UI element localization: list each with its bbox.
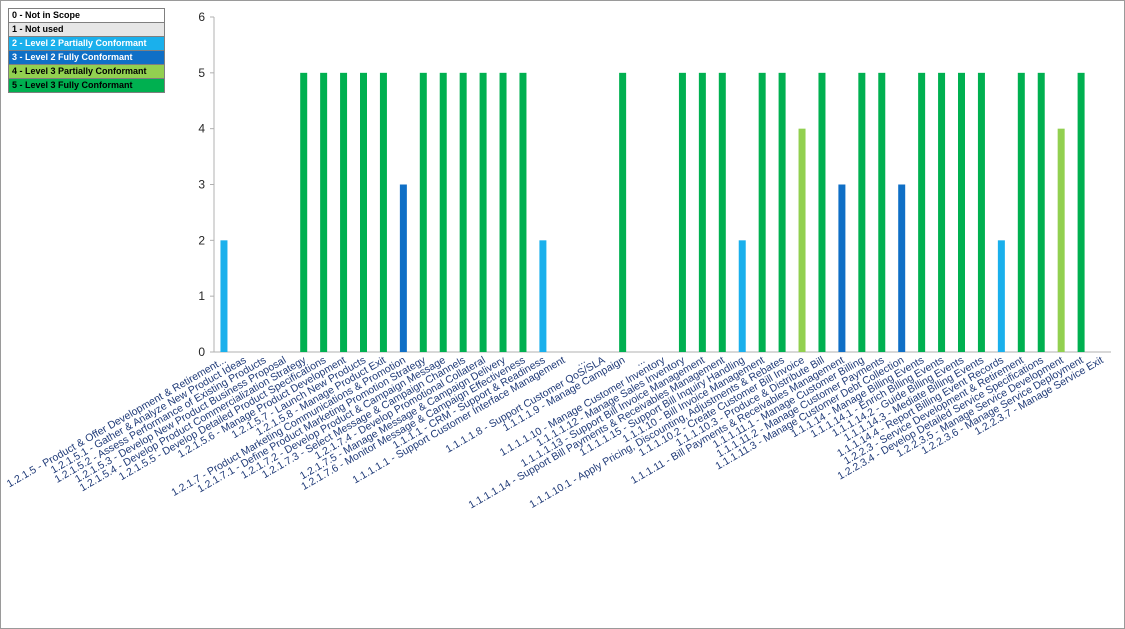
bar <box>997 240 1005 352</box>
y-tick-label: 4 <box>198 122 205 136</box>
bars <box>220 72 1085 352</box>
bar <box>1057 128 1065 352</box>
y-tick-label: 5 <box>198 66 205 80</box>
bar <box>878 72 886 352</box>
y-tick-labels: 0 1 2 3 4 5 6 <box>198 10 205 359</box>
bar <box>360 72 367 352</box>
bar <box>220 240 228 352</box>
bar <box>439 72 447 352</box>
legend-item: 0 - Not in Scope <box>9 9 164 23</box>
bar <box>399 184 407 352</box>
bar <box>818 72 826 352</box>
bar <box>838 184 846 352</box>
bar <box>1017 72 1025 352</box>
bar <box>459 72 467 352</box>
bar <box>419 72 427 352</box>
bar <box>300 72 308 352</box>
bar <box>938 72 946 352</box>
bar <box>539 240 547 352</box>
legend-item: 1 - Not used <box>9 23 164 37</box>
bar <box>379 72 387 352</box>
bar <box>698 72 706 352</box>
bar <box>898 184 906 352</box>
bar <box>519 72 527 352</box>
bar <box>678 72 686 352</box>
bar <box>340 72 348 352</box>
legend-item: 2 - Level 2 Partially Conformant <box>9 37 164 51</box>
y-tick-label: 1 <box>198 289 205 303</box>
legend-item: 5 - Level 3 Fully Conformant <box>9 79 164 92</box>
bar <box>479 72 487 352</box>
bar <box>958 72 965 352</box>
bar <box>499 72 507 352</box>
bar <box>758 72 766 352</box>
bar <box>798 128 806 352</box>
x-tick-labels: 1.2.1.5 - Product & Offer Development & … <box>5 354 1106 512</box>
y-tick-label: 3 <box>198 178 205 192</box>
y-tick-label: 6 <box>198 10 205 24</box>
bar <box>918 72 926 352</box>
y-tick-label: 0 <box>198 345 205 359</box>
bar <box>778 72 786 352</box>
bar <box>738 240 746 352</box>
legend-item: 3 - Level 2 Fully Conformant <box>9 51 164 65</box>
legend-item: 4 - Level 3 Partially Conformant <box>9 65 164 79</box>
legend: 0 - Not in Scope 1 - Not used 2 - Level 2 … <box>8 8 165 93</box>
y-tick-label: 2 <box>198 233 205 247</box>
bar <box>1077 72 1085 352</box>
bar <box>858 72 866 352</box>
bar <box>320 72 328 352</box>
bar <box>619 72 627 352</box>
bar <box>1037 72 1045 352</box>
bar <box>977 72 985 352</box>
bar <box>718 72 726 352</box>
